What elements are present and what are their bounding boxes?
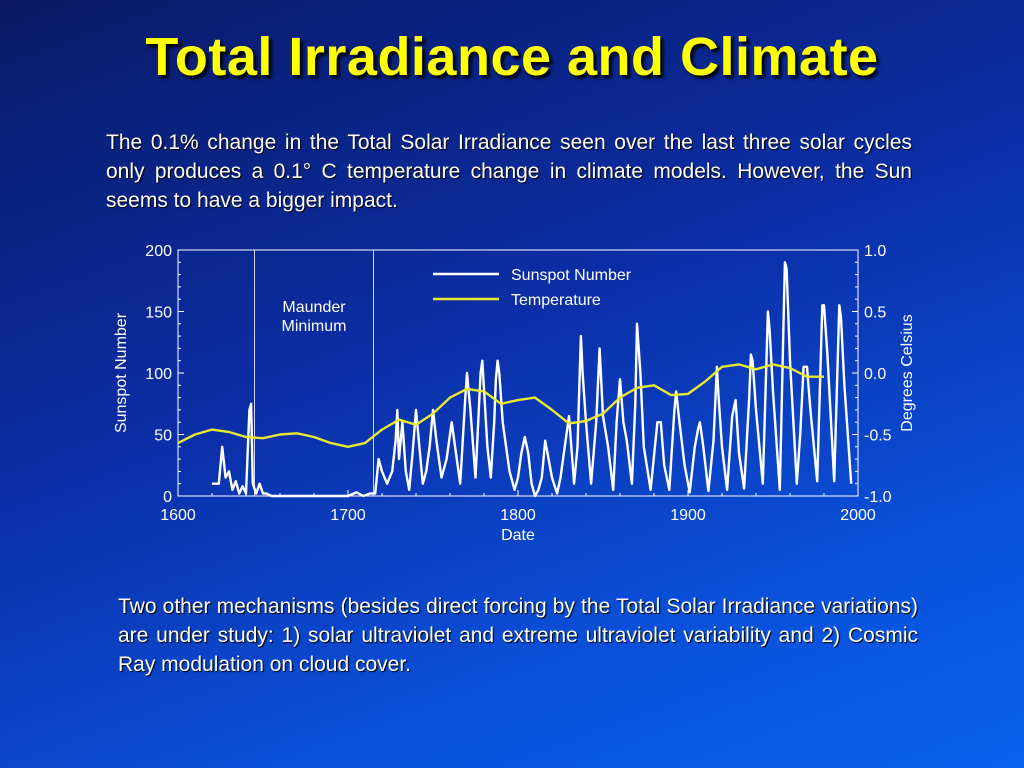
- y-left-tick-label: 100: [145, 366, 172, 383]
- x-tick-label: 1900: [670, 507, 706, 524]
- x-axis-label: Date: [501, 527, 535, 544]
- y-right-tick-label: 0.5: [864, 305, 886, 322]
- sunspot-temperature-chart: 1600 1700 1800 1900 2000 0 50 100 150 200 -1.0 -0.5…: [113, 243, 916, 544]
- chart-axes: [177, 249, 859, 497]
- chart-labels: 1600 1700 1800 1900 2000 0 50 100 150 200 -1.0 -0.5…: [113, 243, 916, 544]
- series-line-temperature: [177, 363, 824, 448]
- plot-frame: [177, 249, 859, 497]
- x-tick-label: 1700: [330, 507, 366, 524]
- y-left-tick-label: 50: [154, 428, 172, 445]
- y-right-axis-label: Degrees Celsius: [899, 314, 916, 431]
- legend-label: Sunspot Number: [511, 267, 632, 284]
- y-right-tick-label: -0.5: [864, 428, 892, 445]
- y-left-tick-label: 200: [145, 243, 172, 260]
- y-right-tick-label: -1.0: [864, 489, 892, 506]
- series-line-sunspot-number: [212, 261, 853, 498]
- x-tick-label: 2000: [840, 507, 876, 524]
- legend-label: Temperature: [511, 292, 601, 309]
- y-right-tick-label: 1.0: [864, 243, 886, 260]
- x-tick-label: 1600: [160, 507, 196, 524]
- y-right-tick-label: 0.0: [864, 366, 886, 383]
- mechanisms-paragraph: Two other mechanisms (besides direct for…: [118, 595, 918, 676]
- slide-title: Total Irradiance and Climate: [145, 27, 879, 87]
- annotation-maunder: Maunder: [282, 299, 346, 316]
- x-tick-label: 1800: [500, 507, 536, 524]
- y-left-axis-label: Sunspot Number: [113, 312, 130, 433]
- chart-series: [177, 261, 853, 498]
- annotation-minimum: Minimum: [282, 318, 347, 335]
- y-left-tick-label: 150: [145, 305, 172, 322]
- y-left-tick-label: 0: [163, 489, 172, 506]
- intro-paragraph: The 0.1% change in the Total Solar Irrad…: [106, 131, 912, 212]
